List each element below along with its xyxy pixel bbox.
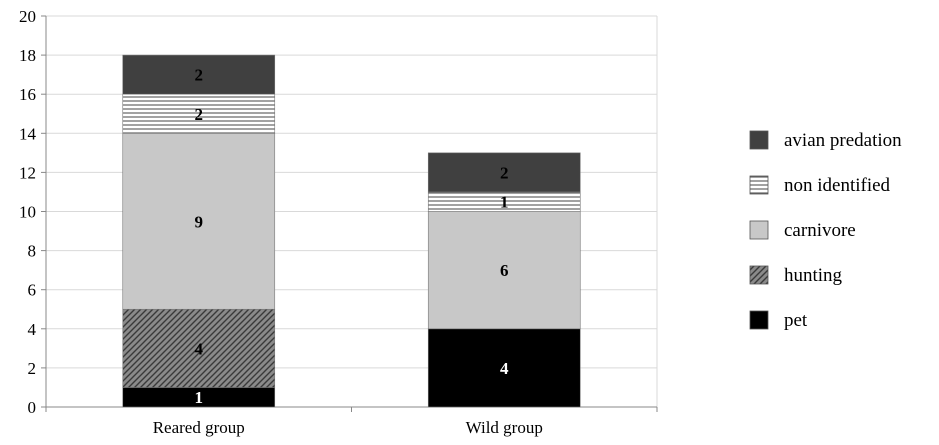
data-label: 4 — [195, 339, 204, 358]
legend-swatch-hunting — [749, 265, 769, 285]
y-tick-label: 0 — [28, 398, 37, 417]
y-tick-label: 20 — [19, 7, 36, 26]
y-tick-label: 14 — [19, 124, 37, 143]
legend-label: carnivore — [784, 220, 856, 241]
legend: avian predation non identified carnivore hu… — [749, 130, 902, 331]
legend-label: avian predation — [784, 130, 902, 151]
data-labels: 1 4 9 2 2 4 6 1 2 — [195, 66, 510, 408]
legend-swatch-non-identified — [749, 175, 769, 195]
legend-swatch-pet — [749, 310, 769, 330]
bar-segment-pet — [427, 328, 581, 408]
y-tick-label: 2 — [28, 359, 37, 378]
bars — [122, 54, 581, 408]
y-tick-label: 6 — [28, 281, 37, 300]
legend-swatch-carnivore — [749, 220, 769, 240]
bar-segment-carnivore — [122, 133, 276, 310]
y-tick-label: 18 — [19, 46, 36, 65]
data-label: 6 — [500, 261, 509, 280]
bar-segment-carnivore — [427, 211, 581, 330]
y-tick-label: 12 — [19, 163, 36, 182]
x-category-label: Wild group — [466, 418, 543, 437]
data-label: 2 — [195, 105, 204, 124]
legend-label: non identified — [784, 175, 891, 196]
bar-segment-hunting — [122, 308, 276, 388]
y-tick-label: 10 — [19, 203, 36, 222]
data-label: 9 — [195, 212, 204, 231]
bar-segment-avian-predation — [122, 54, 276, 95]
bar-segment-avian-predation — [427, 152, 581, 193]
data-label: 4 — [500, 359, 509, 378]
data-label: 1 — [195, 388, 204, 407]
legend-label: pet — [784, 310, 808, 331]
x-category-label: Reared group — [153, 418, 245, 437]
data-label: 2 — [500, 163, 509, 182]
data-label: 2 — [195, 66, 204, 85]
legend-label: hunting — [784, 265, 843, 286]
y-tick-label: 16 — [19, 85, 36, 104]
data-label: 1 — [500, 193, 509, 212]
y-tick-label: 4 — [28, 320, 37, 339]
y-tick-label: 8 — [28, 242, 37, 261]
legend-swatch-avian-predation — [749, 130, 769, 150]
bar-segment-non-identified — [122, 93, 276, 134]
